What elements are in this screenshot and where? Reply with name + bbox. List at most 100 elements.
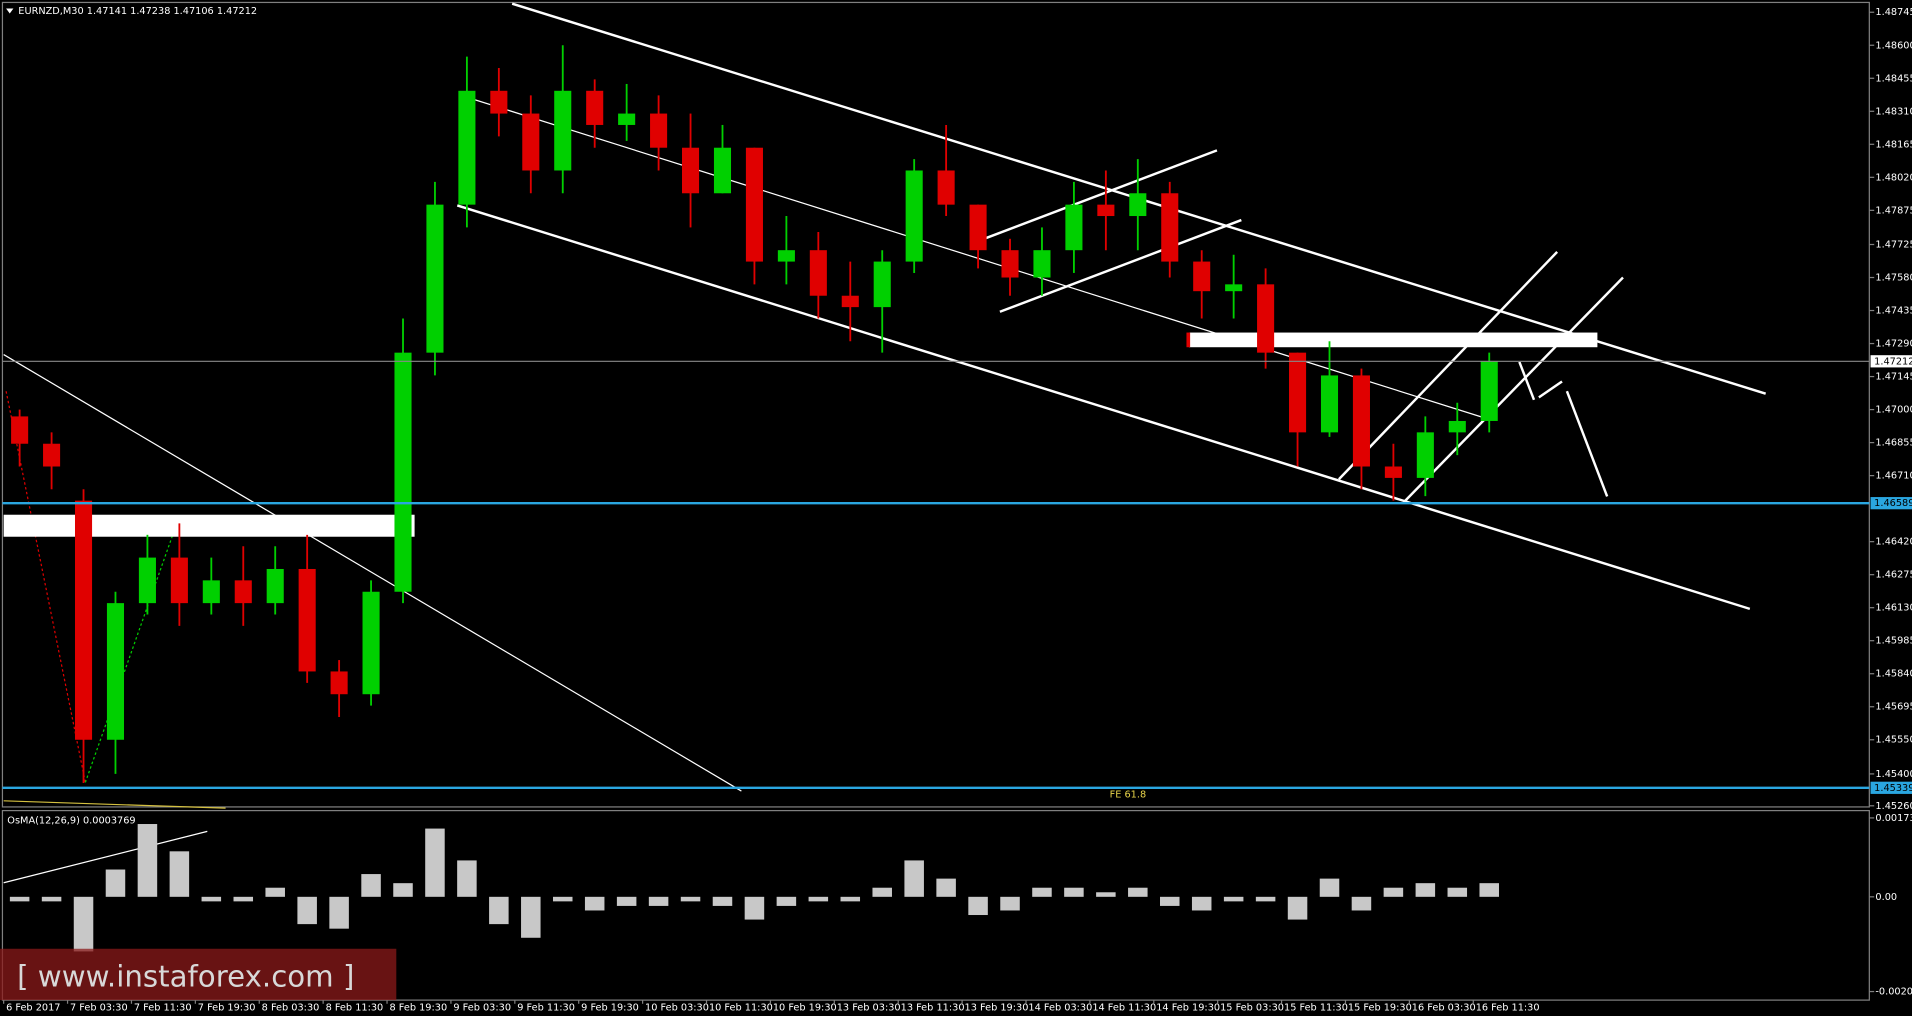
histogram-bar [968, 896, 988, 916]
x-tick-label: 10 Feb 11:30 [709, 1002, 773, 1013]
candle-body [809, 250, 827, 296]
candle-body [362, 591, 380, 695]
histogram-bar [329, 896, 349, 929]
candle-body [458, 90, 476, 205]
histogram-bar [648, 896, 669, 906]
histogram-bar [9, 896, 30, 902]
indicator-frame [1, 809, 1870, 1001]
zone-edge [1186, 332, 1191, 348]
x-tick-label: 9 Feb 19:30 [581, 1002, 639, 1013]
histogram-bar [265, 887, 285, 897]
histogram-bar [552, 896, 573, 902]
x-tick-label: 7 Feb 11:30 [134, 1002, 192, 1013]
candle-body [1129, 193, 1147, 217]
histogram-bar [1128, 887, 1148, 897]
x-tick-label: 9 Feb 11:30 [517, 1002, 575, 1013]
price-label: 1.47212 [1874, 356, 1912, 367]
histogram-bar [41, 896, 62, 902]
forecast-arrow [1518, 361, 1536, 401]
channel-lower [456, 204, 1751, 611]
candle-body [426, 204, 444, 353]
histogram-bar [169, 851, 190, 897]
candle-body [905, 170, 923, 262]
x-tick-label: 13 Feb 11:30 [901, 1002, 965, 1013]
annotation: FE 61.8 [1110, 790, 1147, 801]
x-tick-label: 9 Feb 03:30 [453, 1002, 511, 1013]
candle-body [330, 671, 348, 695]
watermark-box [0, 948, 397, 1001]
candle-body [1320, 375, 1339, 433]
candle-body [1257, 284, 1275, 353]
histogram-bar [457, 860, 477, 897]
y-tick-label: 1.47875 [1875, 205, 1912, 216]
candle-body [1225, 284, 1243, 292]
x-tick-label: 10 Feb 03:30 [645, 1002, 709, 1013]
forecast-arrow [1538, 380, 1563, 399]
candle-body [1033, 250, 1051, 278]
y-tick-label: 1.46275 [1875, 570, 1912, 581]
candle-body [1161, 193, 1179, 262]
candle-body [43, 443, 61, 467]
indicator-title: OsMA(12,26,9) 0.0003769 [7, 815, 135, 826]
forecast-arrow [1565, 390, 1609, 497]
histogram-bar [489, 896, 509, 925]
histogram-bar [744, 896, 765, 920]
resistance-zone [1188, 332, 1598, 348]
histogram-bar [73, 896, 94, 952]
candle-body [1448, 420, 1466, 433]
y-tick-label: 1.45400 [1875, 769, 1912, 780]
candle-body [1001, 250, 1019, 278]
candle-body [266, 568, 284, 604]
candle-body [650, 113, 668, 148]
flag-line [975, 149, 1218, 244]
y-tick-label: 1.45985 [1875, 636, 1912, 647]
y-tick-label: 1.48745 [1875, 7, 1912, 18]
x-tick-label: 16 Feb 11:30 [1476, 1002, 1540, 1013]
marks: 1.48745 1.48600 1.48455 1.48310 1.48165 1.480… [2, 7, 1912, 1013]
histogram-bar [361, 874, 381, 897]
x-tick-label: 8 Feb 19:30 [389, 1002, 447, 1013]
candle-body [713, 147, 732, 194]
histogram-bar [840, 896, 861, 902]
candle-body [1384, 466, 1402, 478]
x-tick-label: 14 Feb 11:30 [1092, 1002, 1156, 1013]
y-tick-label: 1.45840 [1875, 669, 1912, 680]
candle-body [554, 90, 572, 171]
candle-body [234, 580, 252, 604]
x-tick-label: 8 Feb 03:30 [262, 1002, 320, 1013]
histogram-bar [808, 896, 829, 902]
candle-body [1416, 432, 1434, 478]
histogram-bar [680, 896, 701, 902]
y-tick-label: 1.48600 [1875, 40, 1912, 51]
x-tick-label: 10 Feb 19:30 [773, 1002, 837, 1013]
histogram-bar [137, 824, 158, 897]
fibo-line [3, 800, 226, 809]
x-tick-label: 13 Feb 03:30 [837, 1002, 901, 1013]
candle-body [618, 113, 636, 125]
candle-body [1289, 352, 1307, 433]
y-tick-label: 1.48020 [1875, 172, 1912, 183]
histogram-bar [1160, 896, 1180, 906]
y-tick-label: 1.45695 [1875, 702, 1912, 713]
candle-body [298, 568, 316, 672]
price-label-box [1870, 355, 1912, 368]
x-tick-label: 15 Feb 03:30 [1220, 1002, 1284, 1013]
y-tick-label: 1.48455 [1875, 73, 1912, 84]
x-tick-label: 14 Feb 03:30 [1028, 1002, 1092, 1013]
histogram-bar [712, 896, 733, 906]
zigzag-line [84, 523, 178, 783]
zigzag-line [5, 391, 86, 783]
candle-body [682, 147, 700, 194]
candle-body [202, 580, 220, 604]
menu-triangle [6, 8, 14, 14]
histogram-bar [1000, 896, 1020, 911]
y-tick-label: 1.46420 [1875, 537, 1912, 548]
support-zone [3, 514, 415, 537]
candle-body [490, 90, 508, 114]
candle-body [937, 170, 955, 205]
histogram-bar [1287, 896, 1308, 920]
price-label-box [1870, 781, 1912, 794]
